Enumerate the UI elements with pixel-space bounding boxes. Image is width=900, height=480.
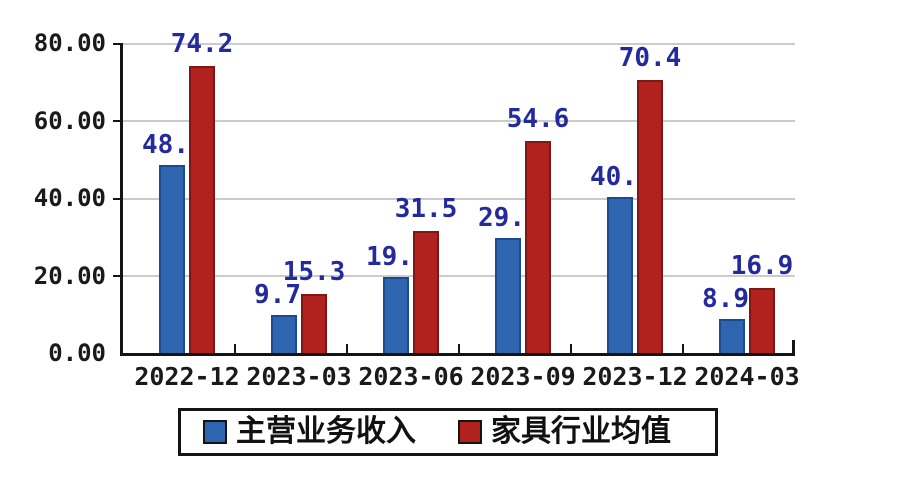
x-axis-category-label: 2023-09 [470, 362, 576, 391]
bar-group: 9.7 15.3 2023-03 [235, 43, 351, 391]
main-revenue-value-label: 9.7 [254, 280, 301, 311]
industry-average-bar [189, 65, 215, 353]
y-axis-tick-label: 20.00 [33, 261, 106, 290]
x-axis-category-label: 2022-12 [134, 362, 240, 391]
industry-average-bar [413, 230, 439, 353]
x-axis-tick [234, 344, 236, 353]
y-axis: 80.00 60.00 40.00 20.00 0.00 [0, 29, 106, 367]
industry-average-bar [637, 80, 663, 353]
y-axis-tick [113, 43, 121, 45]
gridline-20 [123, 275, 795, 277]
x-axis-category-label: 2023-03 [246, 362, 352, 391]
legend-label: 主营业务收入 [236, 414, 416, 449]
industry-average-bar [749, 287, 775, 353]
x-axis-tick [346, 344, 348, 353]
y-axis-tick [113, 198, 121, 200]
x-axis-tick [570, 344, 572, 353]
industry-average-bar [301, 293, 327, 353]
industry-average-value-label: 16.9 [730, 250, 794, 281]
x-axis-category-label: 2024-03 [694, 362, 800, 391]
bar-group: 48. 74.2 2022-12 [123, 31, 239, 392]
gridline-80 [123, 43, 795, 45]
legend-item-main-revenue[interactable]: 主营业务收入 [203, 417, 416, 447]
legend-item-industry-average[interactable]: 家具行业均值 [458, 417, 671, 447]
main-revenue-value-label: 8.9 [702, 283, 749, 314]
main-revenue-bar [383, 277, 409, 353]
legend: 主营业务收入 家具行业均值 [178, 408, 718, 456]
bar-group: 8.9 16.9 2024-03 [683, 43, 799, 392]
legend-label: 家具行业均值 [491, 414, 671, 449]
plot-area: 48. 74.2 2022-12 9.7 15.3 2023-03 19. 31.5 2023-… [113, 31, 800, 392]
main-revenue-bar [719, 318, 745, 353]
main-revenue-value-label: 19. [366, 242, 413, 273]
x-axis-tick [458, 344, 460, 353]
bar-groups: 48. 74.2 2022-12 9.7 15.3 2023-03 19. 31.5 2023-… [123, 31, 799, 392]
main-revenue-value-label: 48. [142, 130, 189, 161]
x-axis-tick [682, 344, 684, 353]
industry-average-bar [525, 141, 551, 353]
main-revenue-bar [159, 165, 185, 353]
y-axis-tick-label: 0.00 [48, 339, 106, 367]
main-revenue-bar [607, 196, 633, 353]
industry-average-value-label: 31.5 [394, 193, 458, 224]
x-axis-category-label: 2023-06 [358, 362, 464, 391]
main-revenue-value-label: 29. [478, 202, 525, 233]
industry-average-value-label: 15.3 [282, 256, 346, 287]
y-axis-tick-label: 40.00 [33, 184, 106, 212]
y-axis-tick [113, 120, 121, 122]
main-revenue-bar [495, 237, 521, 353]
industry-average-value-label: 74.2 [170, 28, 234, 59]
red-series-swatch-icon [458, 420, 482, 444]
main-revenue-bar [271, 315, 297, 353]
bar-group: 40. 70.4 2023-12 [571, 43, 687, 391]
gridline-60 [123, 120, 795, 122]
bar-group: 29. 54.6 2023-09 [459, 43, 575, 391]
main-revenue-value-label: 40. [590, 161, 637, 192]
x-axis-end-cap [792, 340, 795, 353]
blue-series-swatch-icon [203, 420, 227, 444]
gridline-40 [123, 198, 795, 200]
industry-average-value-label: 54.6 [506, 104, 570, 135]
industry-average-value-label: 70.4 [618, 43, 682, 74]
y-axis-tick-label: 60.00 [33, 106, 106, 135]
bar-group: 19. 31.5 2023-06 [347, 43, 463, 391]
y-axis-tick-label: 80.00 [33, 29, 106, 57]
x-axis-category-label: 2023-12 [582, 362, 688, 391]
y-axis-tick [113, 275, 121, 277]
